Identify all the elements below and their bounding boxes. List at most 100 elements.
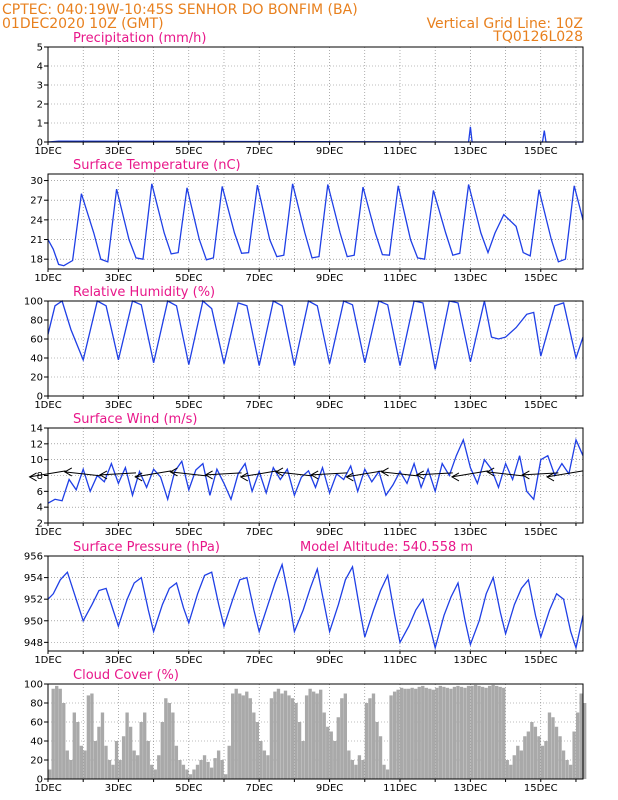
cloud-cover-y-tick-label: 40 — [30, 737, 43, 748]
precipitation-x-tick-label: 9DEC — [316, 146, 343, 157]
cloud-bar — [449, 688, 453, 779]
cloud-bar — [304, 695, 309, 779]
cloud-bar — [424, 687, 428, 779]
humidity-y-tick-label: 80 — [30, 316, 43, 327]
cloud-bar — [188, 774, 193, 779]
temperature-y-tick-label: 24 — [30, 215, 43, 226]
cloud-bar — [357, 755, 362, 779]
humidity-title: Relative Humidity (%) — [73, 285, 215, 300]
wind-arrowhead — [310, 470, 319, 480]
cloud-bar — [484, 687, 488, 779]
temperature-x-tick-label: 7DEC — [245, 273, 272, 284]
wind-x-tick-label: 1DEC — [34, 527, 61, 538]
cloud-bar — [114, 741, 119, 779]
cloud-bar — [97, 726, 101, 779]
pressure-x-tick-label: 11DEC — [383, 655, 417, 666]
cloud-bar — [287, 695, 291, 779]
cloud-cover-x-tick-label: 13DEC — [454, 783, 488, 794]
cloud-bar — [241, 695, 245, 779]
cloud-bar — [526, 731, 531, 779]
cloud-bar — [329, 731, 333, 779]
pressure-x-tick-label: 1DEC — [34, 655, 61, 666]
cloud-bar — [86, 695, 91, 779]
cloud-cover-x-tick-label: 15DEC — [524, 783, 558, 794]
cloud-cover-frame — [47, 683, 584, 780]
pressure-title: Surface Pressure (hPa) — [73, 540, 220, 555]
cloud-bar — [519, 750, 523, 779]
wind-panel: 2 4 6 8 10 12 14 1DEC 3DEC 5DEC 7DEC 9DEC 11DEC 13DEC… — [28, 412, 584, 538]
temperature-y-tick-label: 18 — [30, 255, 43, 266]
pressure-x-tick-label: 15DEC — [524, 655, 558, 666]
cloud-bar — [283, 690, 288, 779]
cloud-bar — [463, 687, 467, 779]
temperature-x-tick-label: 11DEC — [383, 273, 417, 284]
wind-arrow — [135, 470, 172, 478]
wind-arrow — [99, 472, 137, 476]
cloud-bar — [93, 741, 98, 779]
cloud-cover-y-tick-label: 80 — [30, 699, 43, 710]
pressure-x-tick-label: 5DEC — [175, 655, 202, 666]
wind-title: Surface Wind (m/s) — [73, 412, 197, 427]
header-grid-line: Vertical Grid Line: 10Z — [427, 16, 583, 32]
wind-arrow — [381, 471, 418, 477]
cloud-bar — [399, 687, 404, 779]
cloud-bar — [333, 741, 337, 779]
temperature-y-tick-label: 21 — [30, 235, 43, 246]
wind-x-tick-label: 3DEC — [105, 527, 132, 538]
cloud-bar — [181, 764, 186, 779]
wind-arrow — [487, 471, 524, 477]
cloud-cover-y-tick-label: 0 — [37, 775, 43, 786]
cloud-bar — [55, 685, 59, 779]
cloud-bar — [350, 760, 355, 779]
temperature-x-tick-label: 15DEC — [524, 273, 558, 284]
precipitation-y-tick-label: 0 — [37, 138, 43, 149]
cloud-bar — [319, 689, 323, 779]
cloud-bar — [280, 693, 284, 779]
wind-arrowhead — [545, 472, 555, 482]
precipitation-y-tick-label: 4 — [37, 62, 43, 73]
cloud-bar — [139, 722, 143, 779]
cloud-bar — [371, 693, 376, 779]
cloud-cover-y-tick-label: 100 — [24, 680, 43, 691]
cloud-bar — [378, 736, 383, 779]
cloud-bar — [389, 695, 393, 779]
cloud-cover-title: Cloud Cover (%) — [73, 668, 179, 683]
wind-arrowhead — [415, 470, 425, 480]
wind-arrowhead — [28, 472, 37, 482]
cloud-bar — [238, 693, 242, 779]
cloud-bar — [326, 726, 330, 779]
wind-arrowhead — [450, 472, 460, 482]
cloud-bar — [554, 726, 559, 779]
cloud-bar — [558, 736, 562, 779]
wind-arrow — [170, 471, 207, 477]
cloud-bar — [568, 764, 573, 779]
cloud-bar — [58, 688, 62, 779]
wind-arrow — [546, 470, 584, 478]
cloud-cover-panel: 0 20 40 60 80 100 1DEC 3DEC 5DEC 7DEC 9DEC 11DEC 13D… — [24, 668, 587, 794]
precipitation-frame — [47, 46, 584, 143]
wind-arrowhead — [380, 467, 389, 477]
cloud-bar — [266, 755, 270, 779]
cloud-bar — [354, 764, 358, 779]
cloud-bar — [164, 698, 168, 779]
cloud-bar — [135, 755, 140, 779]
cloud-bar — [502, 687, 506, 779]
cloud-bar — [347, 750, 351, 779]
wind-y-tick-label: 4 — [37, 503, 43, 514]
cloud-bar — [213, 758, 217, 779]
humidity-y-tick-label: 40 — [30, 354, 43, 365]
cloud-cover-y-tick-label: 60 — [30, 718, 43, 729]
wind-arrowhead — [98, 470, 108, 480]
temperature-y-tick-label: 30 — [30, 176, 43, 187]
cloud-bar — [248, 698, 252, 779]
cloud-bar — [547, 712, 552, 779]
cloud-bar — [262, 750, 267, 779]
wind-arrow — [346, 470, 383, 478]
humidity-y-tick-label: 60 — [30, 335, 43, 346]
wind-arrow — [205, 472, 242, 476]
cloud-bar — [192, 769, 196, 779]
cloud-bar — [185, 769, 189, 779]
cloud-bar — [157, 755, 161, 779]
temperature-y-tick-label: 27 — [30, 196, 43, 207]
cloud-bar — [459, 686, 464, 779]
